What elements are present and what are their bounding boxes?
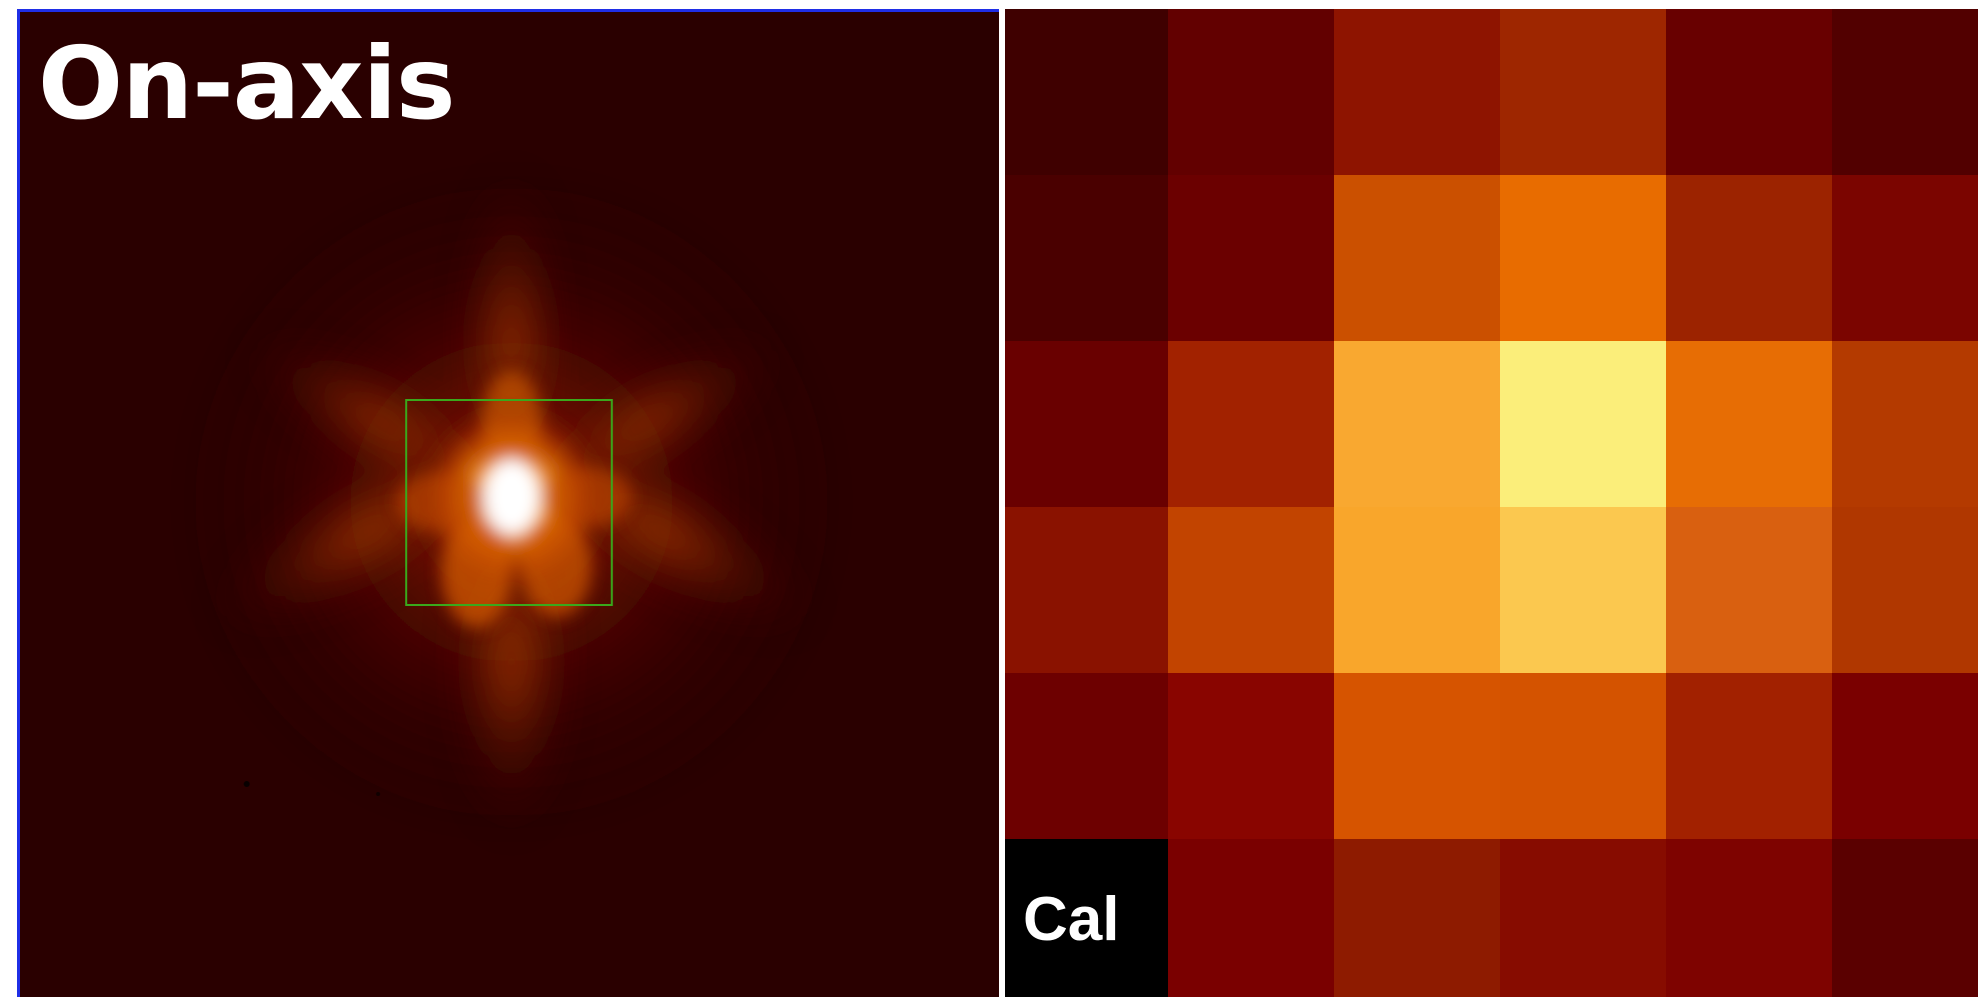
pixel-cell xyxy=(1500,507,1666,673)
pixel-cell xyxy=(1334,673,1500,839)
pixel-cell xyxy=(1832,175,1978,341)
on-axis-image-panel: On-axis xyxy=(17,9,999,997)
pixel-cell xyxy=(1666,839,1832,997)
pixel-cell xyxy=(1005,9,1168,175)
pixel-cell xyxy=(1168,839,1334,997)
pixel-cell xyxy=(1500,175,1666,341)
pixel-cell xyxy=(1666,9,1832,175)
cal-label: Cal xyxy=(1023,885,1120,954)
pixel-cell xyxy=(1500,673,1666,839)
pixel-cell xyxy=(1005,341,1168,507)
pixel-cell xyxy=(1500,9,1666,175)
pixel-cell xyxy=(1334,507,1500,673)
pixel-cell xyxy=(1334,9,1500,175)
pixel-cell xyxy=(1666,673,1832,839)
pixel-cell xyxy=(1168,9,1334,175)
pixel-cell xyxy=(1005,507,1168,673)
pixel-cell xyxy=(1832,673,1978,839)
cal-label-box: Cal xyxy=(1005,839,1168,997)
pixel-cell xyxy=(1334,341,1500,507)
pixel-cell xyxy=(1005,175,1168,341)
pixel-cell xyxy=(1832,507,1978,673)
pixel-cell xyxy=(1168,507,1334,673)
pixel-cell xyxy=(1005,673,1168,839)
pixel-cell xyxy=(1666,341,1832,507)
pixel-cell xyxy=(1832,839,1978,997)
psf-core xyxy=(396,372,632,627)
pixel-cell xyxy=(1168,673,1334,839)
pixel-cell xyxy=(1832,341,1978,507)
pixel-cell xyxy=(1334,839,1500,997)
panel-divider xyxy=(999,9,1005,997)
panel-title: On-axis xyxy=(38,25,455,142)
pixel-cell xyxy=(1666,507,1832,673)
pixel-cell xyxy=(1500,839,1666,997)
pixel-cell xyxy=(1500,341,1666,507)
pixel-cell xyxy=(1168,341,1334,507)
pixel-cell xyxy=(1832,9,1978,175)
pixel-cell xyxy=(1666,175,1832,341)
pixel-cell xyxy=(1168,175,1334,341)
psf-image xyxy=(20,12,999,997)
selection-box xyxy=(405,399,613,606)
pixel-cell xyxy=(1334,175,1500,341)
